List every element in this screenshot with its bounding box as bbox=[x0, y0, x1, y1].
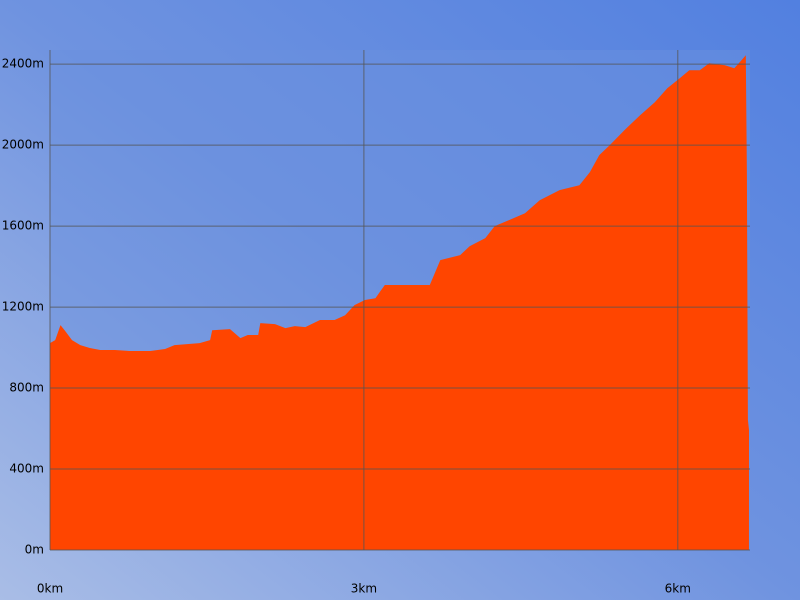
y-tick-label: 2400m bbox=[2, 57, 44, 71]
elevation-area bbox=[50, 55, 749, 551]
y-tick-label: 2000m bbox=[2, 138, 44, 152]
x-tick-label: 3km bbox=[351, 582, 377, 596]
x-tick-label: 6km bbox=[665, 582, 691, 596]
y-tick-label: 1600m bbox=[2, 219, 44, 233]
y-tick-label: 400m bbox=[9, 462, 44, 476]
y-tick-label: 1200m bbox=[2, 300, 44, 314]
y-tick-label: 800m bbox=[9, 381, 44, 395]
x-tick-label: 0km bbox=[37, 582, 63, 596]
y-tick-label: 0m bbox=[25, 543, 44, 557]
